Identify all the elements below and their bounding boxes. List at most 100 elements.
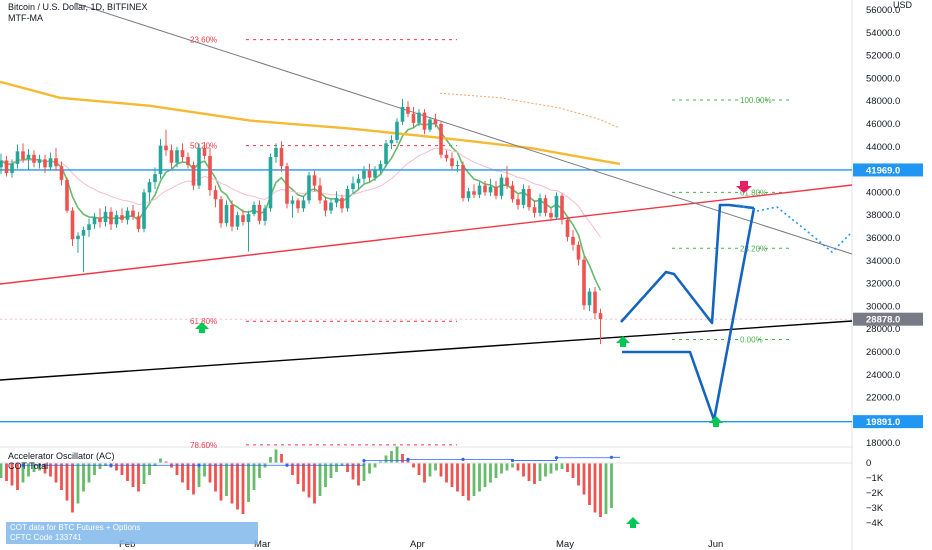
- buy-arrow-2: [616, 336, 630, 347]
- osc-tick-2: −2K: [866, 488, 884, 499]
- candle-body-109: [598, 313, 603, 319]
- candle-body-100: [549, 212, 553, 218]
- price-axis-unit: USD: [893, 0, 913, 10]
- fib-label-0: 23.60%: [190, 36, 217, 45]
- candle-body-74: [406, 106, 410, 114]
- osc-bar-99: [544, 463, 547, 477]
- candle-body-42: [230, 204, 234, 227]
- ma-orange-dashed: [439, 92, 619, 128]
- osc-bar-23: [126, 463, 129, 481]
- osc-bar-50: [274, 449, 278, 463]
- osc-bar-49: [269, 457, 272, 463]
- price-tick-18: 18000.0: [866, 438, 900, 449]
- osc-bar-51: [280, 454, 283, 463]
- osc-bar-81: [445, 463, 448, 483]
- price-badge-2: 19891.0: [866, 417, 900, 428]
- sell-arrow: [736, 181, 752, 193]
- candle-body-78: [428, 119, 432, 130]
- osc-bar-1: [5, 463, 8, 481]
- candle-body-10: [54, 158, 58, 167]
- candle-body-49: [268, 157, 273, 209]
- osc-bar-61: [335, 463, 338, 472]
- candle-body-105: [576, 244, 581, 260]
- osc-bar-86: [472, 463, 476, 496]
- candle-body-62: [340, 198, 344, 209]
- candle-body-46: [252, 204, 256, 215]
- price-tick-15: 26000.0: [866, 347, 900, 358]
- candle-body-63: [345, 188, 350, 209]
- osc-bar-58: [318, 463, 322, 496]
- candle-body-39: [213, 190, 218, 200]
- fib-levels: 23.60% 50.20% 61.80% 78.60% 100.00% 61.80% 23.…: [0, 36, 852, 450]
- osc-bar-25: [137, 463, 140, 492]
- cot-point-2: [197, 463, 201, 467]
- osc-bar-36: [197, 463, 201, 487]
- candle-body-44: [241, 215, 245, 223]
- candle-body-25: [136, 216, 141, 229]
- osc-bar-54: [296, 463, 300, 484]
- osc-bar-29: [159, 458, 162, 463]
- fib-label-2: 61.80%: [190, 317, 217, 326]
- candle-body-52: [285, 166, 289, 204]
- osc-bar-59: [324, 463, 327, 487]
- candle-body-104: [571, 236, 575, 245]
- candle-body-36: [197, 147, 201, 186]
- osc-bar-33: [181, 463, 184, 483]
- osc-bar-69: [379, 461, 382, 463]
- osc-tick-1: −1K: [866, 473, 884, 484]
- time-tick-2: Apr: [410, 539, 425, 550]
- osc-bar-111: [610, 463, 613, 508]
- osc-bar-104: [571, 463, 575, 478]
- osc-bar-56: [307, 463, 311, 498]
- osc-bar-94: [516, 463, 520, 471]
- fib-label-1: 50.20%: [190, 142, 217, 151]
- osc-bar-22: [120, 463, 124, 475]
- projection-path: [620, 203, 853, 422]
- candle-body-35: [191, 165, 196, 186]
- osc-bar-68: [373, 463, 377, 468]
- candle-body-14: [76, 235, 80, 240]
- osc-bar-89: [489, 463, 492, 483]
- price-tick-13: 30000.0: [866, 301, 900, 312]
- osc-bar-0: [0, 463, 3, 478]
- price-tick-4: 48000.0: [866, 96, 900, 107]
- price-badge-bg-1: [853, 312, 923, 326]
- candle-body-53: [290, 200, 295, 204]
- osc-tick-3: −3K: [866, 503, 884, 514]
- osc-bar-10: [54, 463, 58, 483]
- candle-body-65: [356, 178, 361, 184]
- price-tick-6: 44000.0: [866, 142, 900, 153]
- osc-bar-26: [142, 463, 146, 484]
- price-badge-1: 28878.0: [866, 315, 900, 326]
- candle-body-106: [582, 259, 586, 306]
- osc-bar-95: [522, 463, 525, 477]
- osc-bar-64: [351, 463, 355, 480]
- fib-label-3: 78.60%: [190, 441, 217, 450]
- indicator-label: MTF-MA: [8, 13, 43, 23]
- time-axis[interactable]: Feb Mar Apr May Jun: [119, 539, 723, 550]
- cot-point-6: [461, 457, 465, 461]
- osc-bar-90: [494, 463, 498, 478]
- candle-body-2: [10, 163, 14, 174]
- candle-body-92: [505, 177, 509, 186]
- candle-body-8: [43, 159, 47, 168]
- osc-bar-15: [82, 463, 85, 492]
- price-tick-2: 52000.0: [866, 51, 900, 62]
- cot-note: COT data for BTC Futures + Options CFTC …: [6, 522, 258, 544]
- osc-bar-16: [87, 463, 91, 483]
- osc-bar-39: [214, 463, 217, 492]
- osc-bar-78: [428, 463, 432, 477]
- osc-bar-93: [511, 463, 514, 468]
- candle-body-61: [334, 198, 339, 203]
- osc-bar-5: [27, 463, 30, 477]
- candle-body-90: [494, 186, 498, 196]
- osc-bar-63: [346, 463, 349, 472]
- osc-bar-102: [560, 463, 564, 469]
- fib-label-5: 61.80%: [740, 188, 767, 197]
- osc-bar-96: [527, 463, 531, 481]
- osc-bar-32: [175, 463, 179, 475]
- candle-body-70: [384, 143, 388, 164]
- price-tick-11: 34000.0: [866, 256, 900, 267]
